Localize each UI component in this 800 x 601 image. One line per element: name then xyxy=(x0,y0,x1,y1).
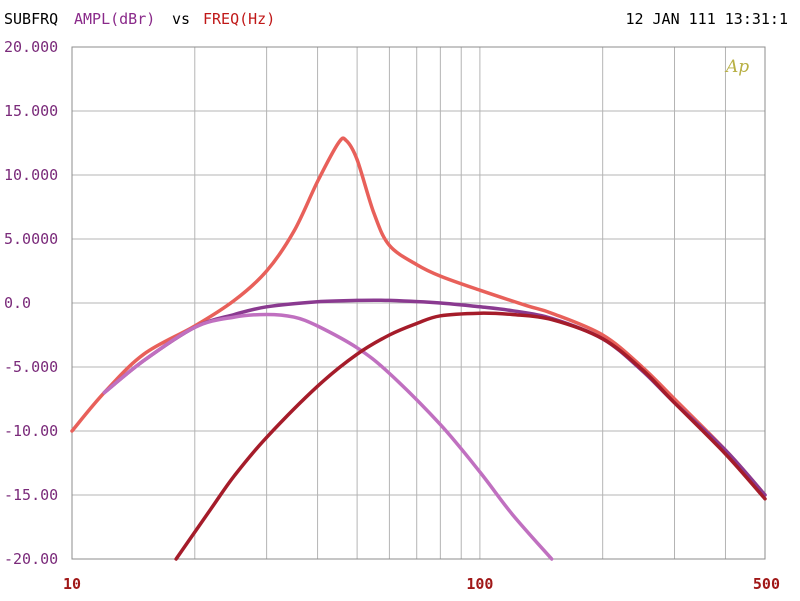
series-line-3 xyxy=(102,312,554,561)
x-axis-title: FREQ(Hz) xyxy=(203,10,275,28)
measurement-name: SUBFRQ xyxy=(4,10,58,28)
series-line-4 xyxy=(174,311,767,561)
series-lines xyxy=(70,136,767,561)
y-tick-label: -15.00 xyxy=(4,486,58,504)
y-tick-label: -20.00 xyxy=(4,550,58,568)
vs-label: vs xyxy=(172,10,190,28)
ap-logo: Ap xyxy=(724,57,749,77)
x-tick-labels: 10 100 500 xyxy=(63,575,780,593)
y-tick-label: 5.0000 xyxy=(4,230,58,248)
series-line-2 xyxy=(102,298,767,497)
y-tick-label: 20.000 xyxy=(4,38,58,56)
x-tick-label: 500 xyxy=(753,575,780,593)
y-tick-label: 0.0 xyxy=(4,294,31,312)
y-axis-title: AMPL(dBr) xyxy=(74,10,155,28)
y-tick-labels: 20.000 15.000 10.000 5.0000 0.0 -5.000 -10.00 -… xyxy=(4,38,58,568)
y-tick-label: -5.000 xyxy=(4,358,58,376)
plot-frame xyxy=(71,46,766,560)
grid xyxy=(71,46,766,560)
series-line-1 xyxy=(70,136,767,497)
y-tick-label: -10.00 xyxy=(4,422,58,440)
y-tick-label: 15.000 xyxy=(4,102,58,120)
y-tick-label: 10.000 xyxy=(4,166,58,184)
x-tick-label: 100 xyxy=(466,575,493,593)
timestamp: 12 JAN 111 13:31:1 xyxy=(625,10,788,28)
x-tick-label: 10 xyxy=(63,575,81,593)
